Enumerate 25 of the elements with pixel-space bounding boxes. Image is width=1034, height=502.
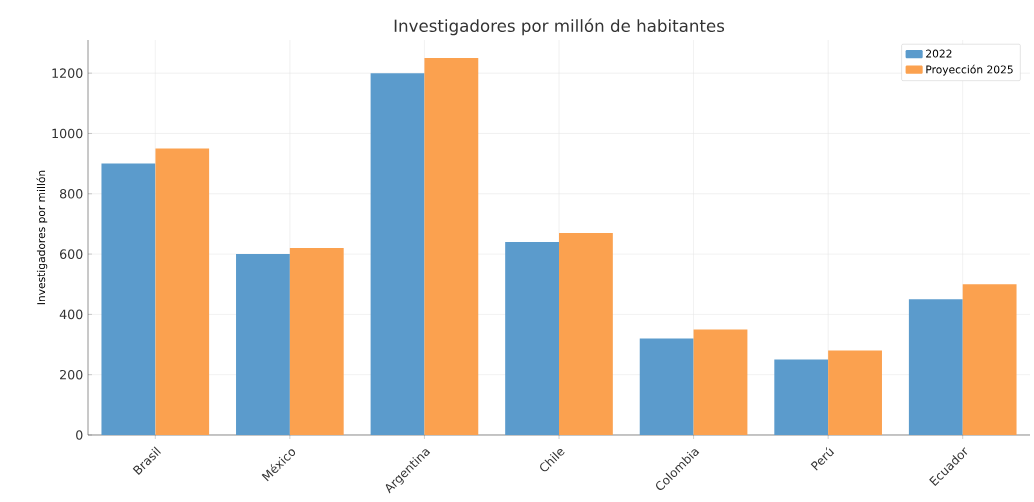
y-tick-label: 600	[60, 249, 83, 260]
bar	[559, 233, 613, 436]
bar	[289, 248, 344, 436]
bar	[236, 254, 290, 436]
bar	[424, 58, 479, 436]
y-tick-label: 1000	[52, 128, 83, 139]
y-tick-label: 1200	[52, 68, 83, 79]
legend-label: Proyección 2025	[926, 65, 1013, 76]
bar	[828, 350, 882, 436]
y-tick-label: 200	[60, 370, 83, 380]
y-tick-label: 0	[76, 430, 83, 441]
bar	[908, 299, 963, 436]
bar	[370, 73, 425, 436]
y-tick-label: 800	[59, 189, 83, 199]
bar	[505, 242, 559, 436]
bar	[101, 163, 156, 436]
bar	[693, 329, 748, 436]
chart-title: Investigadores por millón de habitantes	[394, 18, 725, 36]
bar	[962, 284, 1017, 436]
y-axis-title: Investigadores por millón	[36, 170, 48, 305]
legend-label: 2022	[926, 49, 952, 58]
y-tick-label: 400	[59, 309, 83, 320]
bar	[155, 148, 210, 436]
bar	[639, 338, 694, 436]
bar	[774, 359, 829, 436]
